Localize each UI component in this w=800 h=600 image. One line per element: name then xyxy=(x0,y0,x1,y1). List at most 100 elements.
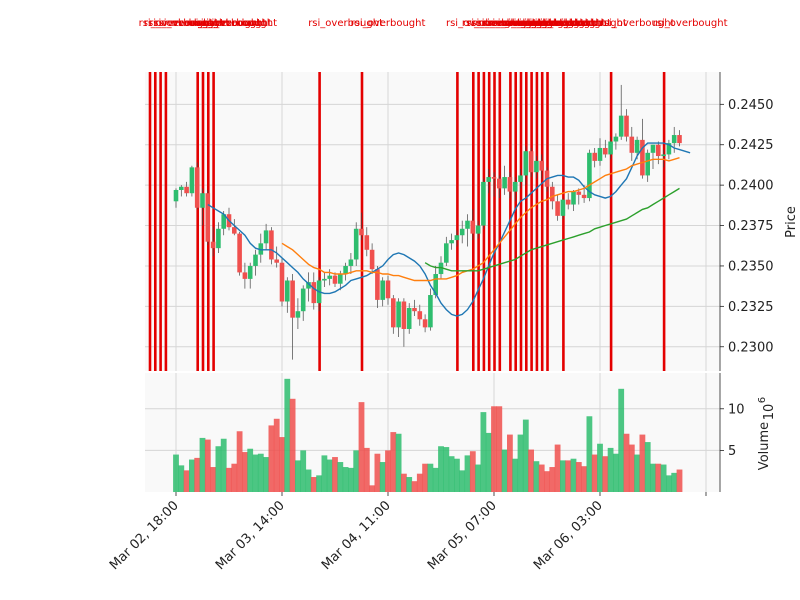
candle-body xyxy=(454,235,460,241)
volume-bar xyxy=(374,453,381,492)
volume-bar xyxy=(401,473,407,492)
candle-body xyxy=(359,228,364,236)
volume-axis-exponent: 6 xyxy=(757,397,768,403)
volume-bar xyxy=(305,469,312,492)
candle-body xyxy=(539,160,544,171)
volume-bar xyxy=(591,454,598,492)
candle-body xyxy=(597,147,603,161)
volume-bar xyxy=(231,463,238,492)
candle-body xyxy=(247,265,253,279)
candle-body xyxy=(581,194,587,199)
volume-bar xyxy=(337,462,344,492)
candle-body xyxy=(661,154,666,157)
price-tick-label: 0.2450 xyxy=(728,98,774,113)
candle-body xyxy=(640,139,645,176)
volume-bar xyxy=(475,464,481,492)
volume-bar xyxy=(549,467,556,492)
volume-bar xyxy=(517,434,524,492)
volume-bar xyxy=(363,447,370,492)
volume-bar xyxy=(310,477,317,492)
volume-bar xyxy=(183,470,190,492)
candle-body xyxy=(656,144,661,157)
candle-body xyxy=(232,227,237,234)
signal-label: rsi_overbought xyxy=(202,18,277,29)
volume-bar xyxy=(650,463,656,492)
volume-bar xyxy=(464,455,471,492)
volume-bar xyxy=(660,464,667,492)
candle-body xyxy=(475,225,481,234)
candle-body xyxy=(666,143,672,155)
candle-body xyxy=(603,147,608,155)
price-tick-label: 0.2350 xyxy=(728,259,774,274)
candle-body xyxy=(221,214,226,229)
candle-body xyxy=(438,262,444,275)
volume-bar xyxy=(369,485,375,492)
candle-body xyxy=(608,141,613,155)
candle-body xyxy=(279,262,285,302)
volume-bar xyxy=(300,450,307,492)
volume-bar xyxy=(522,419,529,492)
volume-bar xyxy=(342,467,349,492)
candle-body xyxy=(348,259,354,266)
volume-bar xyxy=(480,412,487,492)
candle-body xyxy=(322,278,327,281)
volume-bar xyxy=(247,448,254,492)
candle-body xyxy=(353,228,359,260)
volume-bar xyxy=(178,465,185,492)
candle-body xyxy=(306,282,311,289)
candle-body xyxy=(189,167,195,194)
candle-body xyxy=(295,311,301,318)
candle-body xyxy=(465,220,470,229)
candle-body xyxy=(555,201,560,216)
candle-body xyxy=(507,177,513,192)
volume-bar xyxy=(485,432,492,492)
signal-label: rsi_overbought xyxy=(446,18,521,29)
volume-tick-label: 10 xyxy=(728,402,745,417)
volume-bar xyxy=(406,477,413,492)
candle-body xyxy=(550,186,555,202)
signal-label: rsi_overbought xyxy=(488,18,563,29)
signal-label: rsi_overbought xyxy=(510,18,585,29)
candle-body xyxy=(385,280,391,299)
signal-labels: rsi_overboughtrsi_overboughtrsi_overboug… xyxy=(139,18,728,29)
candle-body xyxy=(380,280,385,300)
signal-label: rsi_overbought xyxy=(197,18,272,29)
signal-label: rsi_overbought xyxy=(154,18,229,29)
volume-bar xyxy=(316,475,322,492)
volume-bar xyxy=(379,462,386,492)
volume-bar xyxy=(469,451,476,492)
volume-bar xyxy=(501,449,508,492)
candle-body xyxy=(253,254,258,266)
signal-label: rsi_overbought xyxy=(536,18,611,29)
volume-bar xyxy=(443,447,450,492)
price-tick-label: 0.2400 xyxy=(728,179,774,194)
volume-bar xyxy=(215,446,222,492)
candle-body xyxy=(369,249,375,270)
signal-label: rsi_overbought xyxy=(472,18,547,29)
candle-body xyxy=(422,319,428,328)
candle-body xyxy=(300,288,306,312)
volume-bar xyxy=(491,406,497,492)
volume-bar xyxy=(273,418,280,492)
volume-bar xyxy=(199,437,206,492)
volume-bar xyxy=(448,456,455,492)
candle-body xyxy=(200,193,205,208)
volume-bar xyxy=(570,458,577,492)
volume-bar xyxy=(560,460,566,492)
volume-bar xyxy=(204,439,211,492)
volume-bar xyxy=(533,461,540,492)
volume-bar xyxy=(236,431,243,492)
candle-body xyxy=(417,311,423,320)
ma-short-line xyxy=(207,142,691,317)
volume-bar xyxy=(194,457,201,492)
signal-label: rsi_overbought xyxy=(531,18,606,29)
volume-bar xyxy=(189,459,195,492)
volume-bar xyxy=(655,463,662,492)
volume-bar xyxy=(496,406,503,492)
volume-bar xyxy=(613,453,619,492)
signal-label: rsi_overbought xyxy=(308,18,383,29)
candle-body xyxy=(613,136,619,142)
price-tick-label: 0.2325 xyxy=(728,300,774,315)
signal-label: rsi_overbought xyxy=(504,18,579,29)
candle-body xyxy=(343,265,348,275)
